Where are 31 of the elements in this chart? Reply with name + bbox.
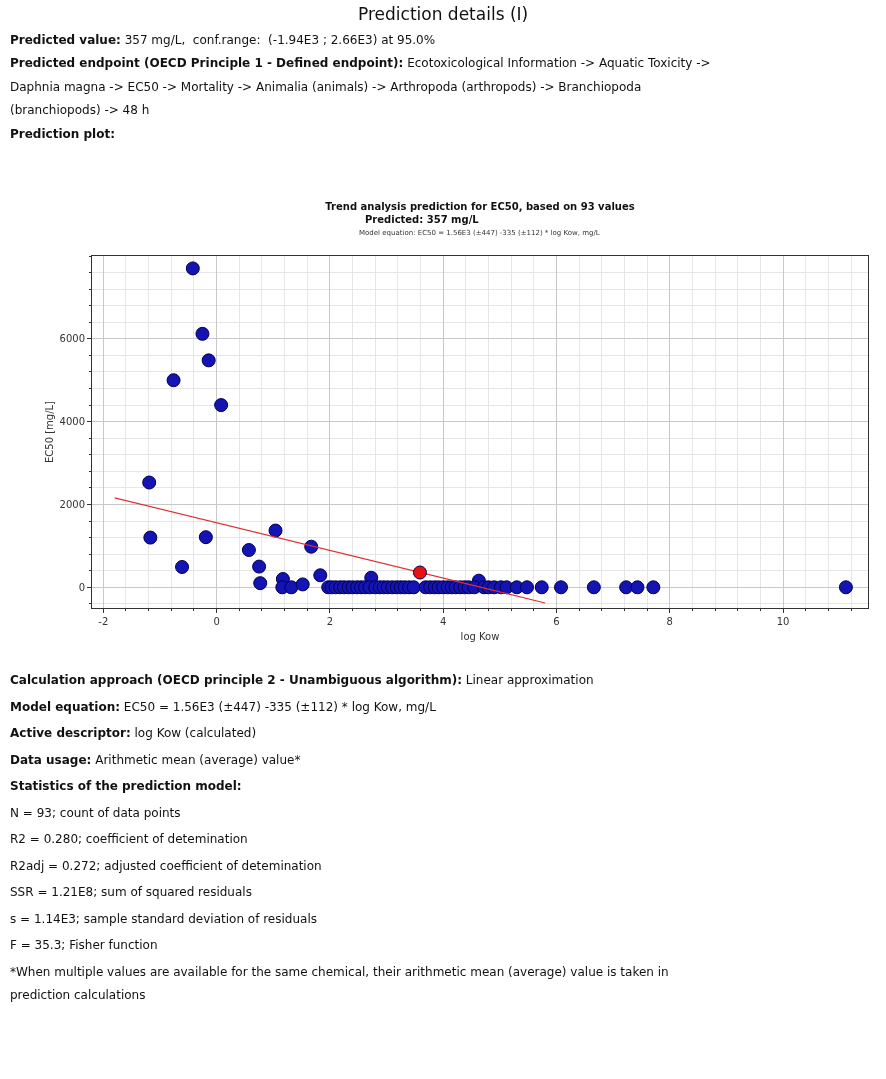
text: Active descriptor: log Kow (calculated): [10, 726, 257, 740]
y-tick-label: 0: [78, 581, 85, 593]
text: Prediction details (I): [358, 4, 529, 24]
text: Prediction plot:: [10, 127, 115, 141]
text: Predicted value: 357 mg/L, conf.range: (-1.94E3 ; 2.66E3) at 95.0%: [10, 33, 436, 47]
text: F = 35.3; Fisher function: [10, 938, 158, 952]
text: Calculation approach (OECD principle 2 - Unambiguous algorithm): Linear approximation: [10, 673, 594, 687]
x-tick-label: 4: [439, 616, 447, 627]
y-tick-label: 6000: [59, 333, 85, 345]
text: Model equation: EC50 = 1.56E3 (±447) -335 (±112) * log Kow, mg/L: [10, 700, 437, 714]
chart-title: Trend analysis prediction for EC50, based on 93 values: [325, 200, 635, 212]
x-tick-label: 2: [326, 616, 334, 627]
text: SSR = 1.21E8; sum of squared residuals: [10, 885, 252, 899]
text: *When multiple values are available for the same chemical, their arithmetic mean (average) value is taken in prediction calculations: [10, 965, 669, 1002]
x-axis-title: log Kow: [460, 630, 500, 642]
x-tick-label: -2: [98, 616, 109, 627]
text: N = 93; count of data points: [10, 806, 181, 820]
text: Statistics of the prediction model:: [10, 779, 242, 793]
text: Data usage: Arithmetic mean (average) value*: [10, 753, 301, 767]
y-axis-title: EC50 [mg/L]: [43, 400, 55, 464]
x-tick-label: 0: [213, 616, 220, 627]
y-tick-label: 4000: [59, 416, 85, 428]
text: R2adj = 0.272; adjusted coefficient of detemination: [10, 859, 322, 873]
text: R2 = 0.280; coefficient of detemination: [10, 832, 248, 846]
y-tick-label: 2000: [59, 498, 85, 510]
text: s = 1.14E3; sample standard deviation of residuals: [10, 912, 317, 926]
x-tick-label: 6: [553, 616, 560, 627]
x-tick-label: 8: [666, 616, 673, 627]
x-tick-label: 10: [776, 616, 790, 627]
chart-subtitle: Predicted: 357 mg/L: [365, 214, 480, 225]
text: Predicted endpoint (OECD Principle 1 - Defined endpoint): Ecotoxicological Information -> Aquatic Toxicity -> Daphnia magna -> EC50 -> Mortality -> Animalia (animals) -> Arthropoda (arthropods) -> Branchiopoda (branchiopods) -> 48 h: [10, 56, 711, 117]
